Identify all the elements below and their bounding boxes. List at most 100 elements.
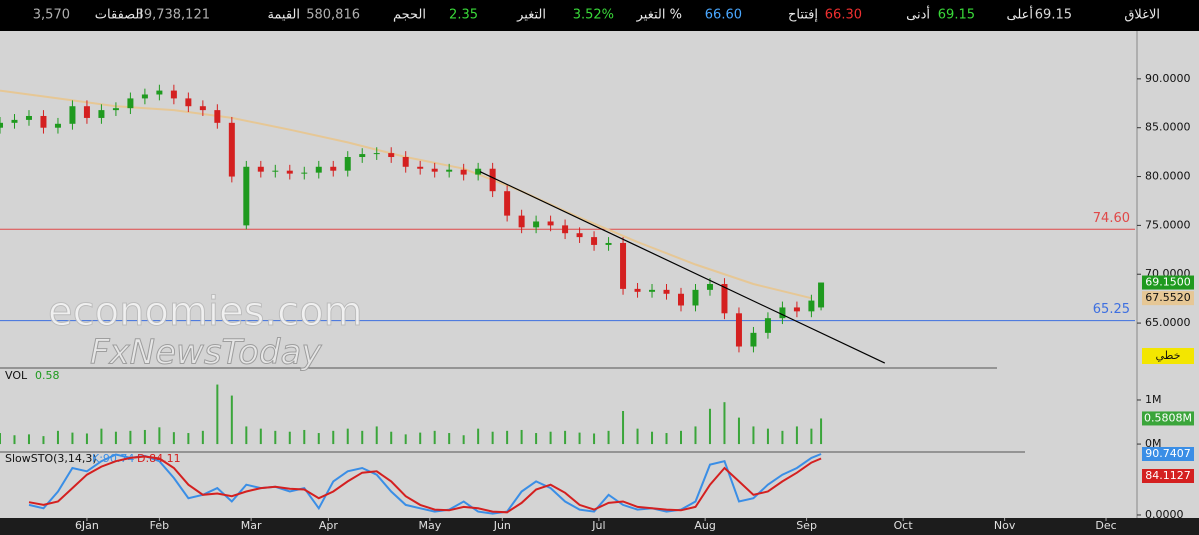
ma-last-box — [1142, 291, 1194, 306]
ma-last: 67.5520 — [1145, 291, 1191, 304]
volume-bar — [766, 428, 769, 445]
candle-body — [808, 300, 815, 312]
x-tick-label: Nov — [994, 519, 1016, 532]
candle-body — [475, 168, 482, 175]
x-tick-label: Jun — [493, 519, 511, 532]
candle-body — [533, 221, 540, 228]
volume-bar — [332, 430, 335, 445]
candle-body — [547, 221, 554, 226]
oscillator-current: 90.7407 — [1145, 447, 1191, 460]
candle-body — [40, 115, 47, 128]
oscillator-line — [28, 455, 822, 514]
header-label: الصفقات — [95, 8, 143, 23]
header-bar — [0, 0, 1199, 31]
candle-body — [257, 166, 264, 172]
header-label: التغير % — [636, 8, 682, 23]
candle-body — [605, 242, 612, 245]
volume-bar — [665, 433, 668, 445]
volume-bar — [346, 428, 349, 445]
candle-body — [793, 307, 800, 312]
y-tick-label: 0M — [1145, 437, 1162, 450]
volume-bar — [404, 434, 407, 445]
volume-bar — [680, 430, 682, 445]
volume-bar — [27, 434, 30, 445]
trendline — [479, 171, 886, 364]
volume-bar — [245, 426, 248, 445]
header-value: 39,738,121 — [136, 8, 210, 23]
volume-bar — [85, 433, 88, 445]
volume-current: 0.5808M — [1144, 411, 1192, 424]
candle-body — [460, 169, 467, 175]
watermark-text: economies.com — [48, 289, 363, 335]
watermark: economies.com FxNewsToday — [48, 289, 364, 374]
volume-bar — [303, 429, 306, 445]
candle-body — [286, 170, 293, 174]
header-value: 69.15 — [938, 8, 975, 23]
volume-bar — [201, 430, 204, 445]
chart-area — [0, 31, 1199, 518]
header-label: أعلى — [1006, 6, 1033, 23]
volume-bar — [216, 384, 219, 445]
candle-body — [417, 166, 424, 169]
volume-current-box — [1142, 411, 1194, 426]
x-tick-label: 6Jan — [75, 519, 99, 532]
volume-bar — [820, 418, 823, 445]
candle-body — [315, 166, 322, 173]
x-tick-label: Sep — [796, 519, 817, 532]
x-tick-label: Mar — [241, 519, 262, 532]
volume-bar — [636, 428, 639, 445]
x-axis-strip — [0, 518, 1199, 535]
volume-bar — [317, 433, 320, 445]
candle-body — [98, 110, 105, 118]
volume-bar — [781, 430, 784, 445]
volume-bar — [42, 436, 45, 445]
y-tick-label: 90.0000 — [1145, 72, 1191, 85]
candle-body — [562, 225, 569, 234]
x-tick-label: Feb — [150, 519, 169, 532]
level-label: 65.25 — [1093, 302, 1130, 317]
candle-body — [243, 166, 250, 226]
watermark-text: FxNewsToday — [90, 333, 322, 373]
volume-bar — [71, 432, 74, 445]
volume-bar — [390, 431, 393, 445]
volume-bar — [56, 430, 59, 445]
header-label: القيمة — [267, 8, 300, 23]
header-label: التغير — [516, 8, 546, 23]
last-price: 69.1500 — [1145, 276, 1191, 289]
candle-body — [692, 289, 699, 306]
volume-bar — [607, 430, 610, 445]
candle-body — [388, 153, 395, 158]
header-value: 69.15 — [1035, 8, 1072, 23]
volume-bar — [13, 435, 16, 445]
candle-body — [402, 157, 409, 167]
header-value: 3,570 — [33, 8, 70, 23]
volume-bar — [172, 432, 175, 445]
y-tick-label: 80.0000 — [1145, 170, 1191, 183]
candle-body — [156, 90, 163, 95]
candle-body — [83, 106, 90, 118]
candle-body — [678, 293, 684, 306]
volume-bar — [810, 428, 813, 445]
x-tick-label: May — [418, 519, 441, 532]
volume-bar — [694, 426, 697, 445]
candle-body — [818, 282, 825, 308]
volume-bar — [0, 433, 1, 445]
volume-bar — [651, 431, 654, 445]
volume-bar — [259, 428, 262, 445]
candle-body — [721, 283, 728, 314]
header-label: الاغلاق — [1124, 8, 1160, 23]
candle-body — [0, 122, 3, 128]
volume-bar — [578, 432, 581, 445]
volume-bar — [143, 429, 146, 445]
candle-body — [11, 119, 18, 123]
candle-body — [330, 166, 337, 171]
candle-body — [649, 289, 656, 292]
volume-bar — [158, 427, 161, 445]
last-price-box — [1142, 275, 1194, 290]
candle-body — [735, 313, 742, 347]
header-value: 66.30 — [825, 8, 862, 23]
volume-bar — [795, 426, 798, 445]
candle-body — [620, 242, 627, 289]
oscillator-current-box — [1142, 469, 1194, 483]
volume-bar — [622, 411, 625, 445]
